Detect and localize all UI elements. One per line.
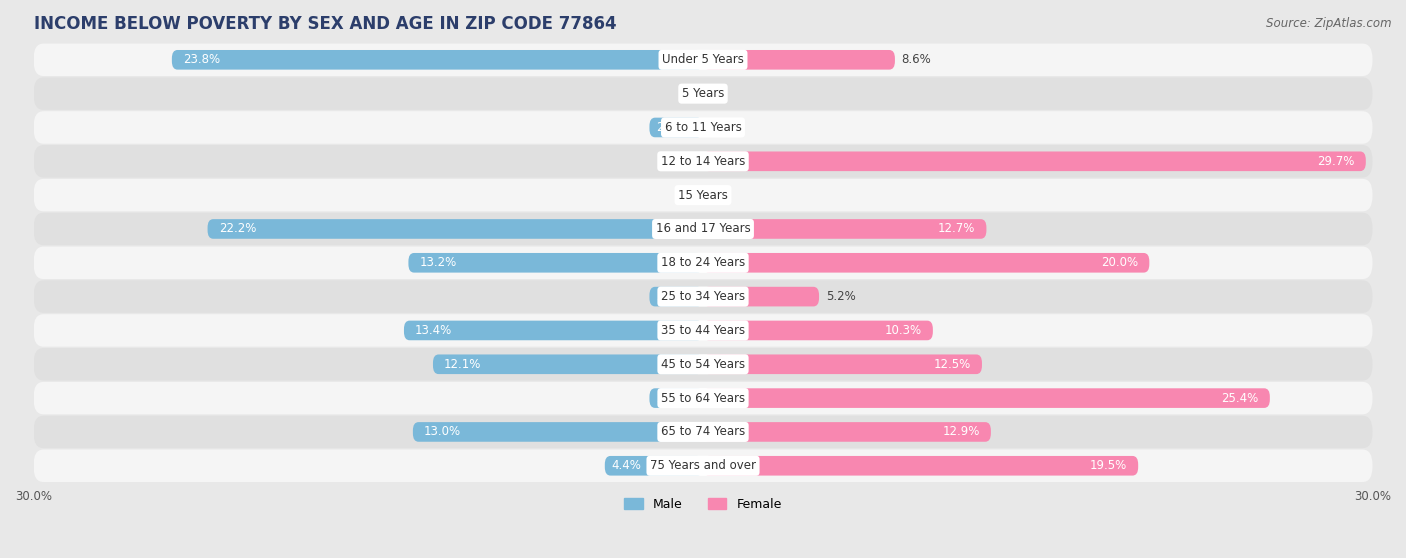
Text: 12.7%: 12.7% [938, 223, 976, 235]
FancyBboxPatch shape [34, 179, 1372, 211]
FancyBboxPatch shape [34, 314, 1372, 347]
FancyBboxPatch shape [703, 354, 981, 374]
FancyBboxPatch shape [34, 450, 1372, 482]
Text: Source: ZipAtlas.com: Source: ZipAtlas.com [1267, 17, 1392, 30]
FancyBboxPatch shape [605, 456, 703, 475]
FancyBboxPatch shape [650, 287, 703, 306]
Text: 10.3%: 10.3% [884, 324, 922, 337]
Legend: Male, Female: Male, Female [619, 493, 787, 516]
Text: 18 to 24 Years: 18 to 24 Years [661, 256, 745, 270]
Text: 13.4%: 13.4% [415, 324, 453, 337]
Text: 12 to 14 Years: 12 to 14 Years [661, 155, 745, 168]
FancyBboxPatch shape [650, 388, 703, 408]
Text: 6 to 11 Years: 6 to 11 Years [665, 121, 741, 134]
Text: 45 to 54 Years: 45 to 54 Years [661, 358, 745, 371]
Text: 13.0%: 13.0% [425, 425, 461, 439]
Text: 12.1%: 12.1% [444, 358, 481, 371]
Text: 75 Years and over: 75 Years and over [650, 459, 756, 472]
FancyBboxPatch shape [34, 111, 1372, 144]
FancyBboxPatch shape [703, 422, 991, 442]
Text: 22.2%: 22.2% [219, 223, 256, 235]
Text: 12.5%: 12.5% [934, 358, 970, 371]
FancyBboxPatch shape [703, 321, 932, 340]
Text: 5.2%: 5.2% [825, 290, 855, 303]
Text: INCOME BELOW POVERTY BY SEX AND AGE IN ZIP CODE 77864: INCOME BELOW POVERTY BY SEX AND AGE IN Z… [34, 15, 616, 33]
FancyBboxPatch shape [34, 44, 1372, 76]
FancyBboxPatch shape [433, 354, 703, 374]
Text: 4.4%: 4.4% [612, 459, 641, 472]
Text: 55 to 64 Years: 55 to 64 Years [661, 392, 745, 405]
Text: 12.9%: 12.9% [942, 425, 980, 439]
FancyBboxPatch shape [703, 456, 1139, 475]
FancyBboxPatch shape [703, 388, 1270, 408]
Text: 13.2%: 13.2% [419, 256, 457, 270]
Text: 15 Years: 15 Years [678, 189, 728, 201]
FancyBboxPatch shape [703, 50, 896, 70]
FancyBboxPatch shape [208, 219, 703, 239]
Text: 19.5%: 19.5% [1090, 459, 1128, 472]
Text: 25.4%: 25.4% [1222, 392, 1258, 405]
FancyBboxPatch shape [408, 253, 703, 273]
Text: 20.0%: 20.0% [1101, 256, 1139, 270]
Text: 29.7%: 29.7% [1317, 155, 1354, 168]
FancyBboxPatch shape [404, 321, 703, 340]
FancyBboxPatch shape [34, 213, 1372, 245]
FancyBboxPatch shape [34, 382, 1372, 415]
Text: 5 Years: 5 Years [682, 87, 724, 100]
Text: 8.6%: 8.6% [901, 54, 931, 66]
FancyBboxPatch shape [34, 78, 1372, 110]
FancyBboxPatch shape [34, 348, 1372, 381]
FancyBboxPatch shape [703, 253, 1149, 273]
Text: 23.8%: 23.8% [183, 54, 221, 66]
Text: 2.4%: 2.4% [657, 290, 686, 303]
FancyBboxPatch shape [413, 422, 703, 442]
FancyBboxPatch shape [34, 280, 1372, 313]
FancyBboxPatch shape [34, 247, 1372, 279]
FancyBboxPatch shape [650, 118, 703, 137]
Text: 2.4%: 2.4% [657, 121, 686, 134]
FancyBboxPatch shape [703, 287, 820, 306]
FancyBboxPatch shape [34, 416, 1372, 448]
FancyBboxPatch shape [703, 151, 1365, 171]
Text: Under 5 Years: Under 5 Years [662, 54, 744, 66]
FancyBboxPatch shape [34, 145, 1372, 177]
FancyBboxPatch shape [703, 219, 987, 239]
Text: 2.4%: 2.4% [657, 392, 686, 405]
FancyBboxPatch shape [172, 50, 703, 70]
Text: 16 and 17 Years: 16 and 17 Years [655, 223, 751, 235]
Text: 65 to 74 Years: 65 to 74 Years [661, 425, 745, 439]
Text: 25 to 34 Years: 25 to 34 Years [661, 290, 745, 303]
Text: 35 to 44 Years: 35 to 44 Years [661, 324, 745, 337]
